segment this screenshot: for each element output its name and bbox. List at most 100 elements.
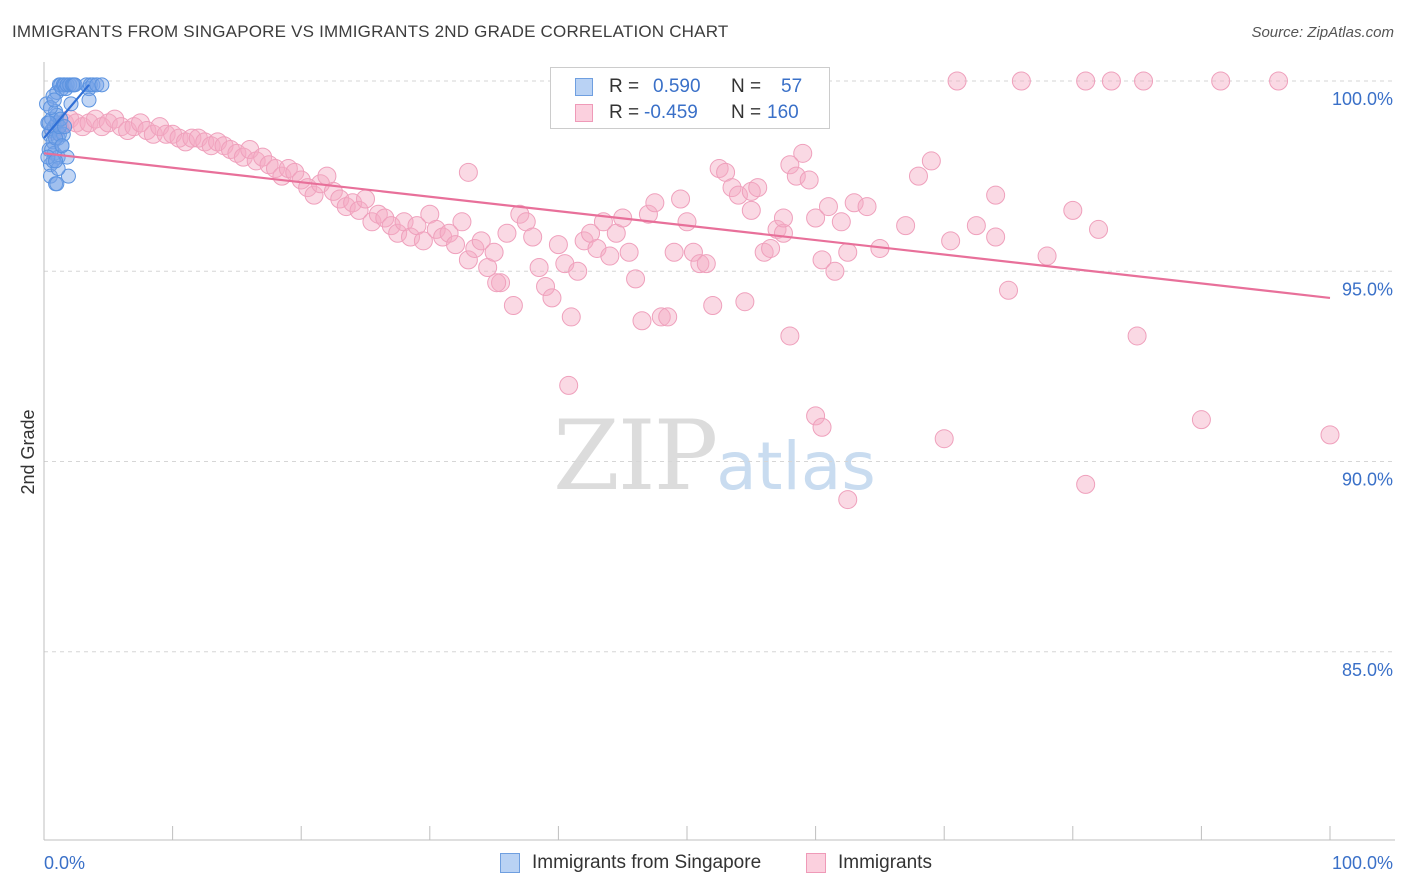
immigrants-point [1076,474,1096,494]
legend-r-value: 0.590 [653,76,701,97]
immigrants-point [722,178,742,198]
immigrants-point [1211,71,1231,91]
immigrants-point [1134,71,1154,91]
immigrants-point [503,296,523,316]
immigrants-point [548,235,568,255]
immigrants-point [818,197,838,217]
immigrants-point [780,155,800,175]
immigrants-point [233,147,253,167]
immigrants-point [735,292,755,312]
legend-n-value: 160 [767,102,799,123]
immigrants-point [799,170,819,190]
immigrants-point [690,254,710,274]
immigrants-point [812,417,832,437]
immigrants-point [1191,410,1211,430]
immigrants-point [619,242,639,262]
singapore-point [94,77,110,93]
y-tick-label: 95.0% [1342,279,1393,299]
immigrants-point [484,242,504,262]
x-tick-label: 0.0% [44,853,85,873]
bottom-legend-label-singapore: Immigrants from Singapore [532,852,762,873]
immigrants-point [986,185,1006,205]
singapore-point [55,126,71,142]
immigrants-point [773,208,793,228]
immigrants-point [1063,200,1083,220]
immigrants-point [626,269,646,289]
immigrants-point [304,185,324,205]
legend-n-label: N = [731,76,762,97]
watermark-zip: ZIP [553,400,718,512]
immigrants-point [426,219,446,239]
immigrants-point [806,406,826,426]
immigrants-point [806,208,826,228]
bottom-legend-immigrants: Immigrants [806,851,956,877]
immigrants-point [446,235,466,255]
immigrants-point [986,227,1006,247]
immigrants-point [156,124,176,144]
immigrants-point [1089,219,1109,239]
immigrants-point [253,147,273,167]
legend-r-label: R = [609,102,640,123]
immigrants-point [458,250,478,270]
immigrants-point [947,71,967,91]
immigrants-point [677,212,697,232]
immigrants-point [510,204,530,224]
immigrants-point [966,216,986,236]
bottom-legend-label-immigrants: Immigrants [838,852,932,873]
y-axis-label: 2nd Grade [18,409,38,494]
singapore-point [42,100,58,116]
immigrants-point [465,238,485,258]
immigrants-point [696,254,716,274]
immigrants-point [645,193,665,213]
immigrants-point [632,311,652,331]
immigrants-point [780,326,800,346]
immigrants-point [356,189,375,209]
immigrants-point [375,208,395,228]
immigrants-point [651,307,671,327]
source-label: Source: ZipAtlas.com [1251,24,1394,41]
immigrants-point [793,143,813,163]
singapore-point [42,168,58,184]
bottom-legend-singapore: Immigrants from Singapore [500,851,780,877]
singapore-point [48,130,64,146]
immigrants-point [439,223,459,243]
legend-swatch-immigrants [575,104,593,122]
immigrants-point [838,490,858,510]
immigrants-trend-line [43,152,1331,300]
immigrants-point [664,242,684,262]
immigrants-point [381,216,401,236]
immigrants-point [542,288,562,308]
immigrants-point [471,231,491,251]
immigrants-point [741,200,761,220]
immigrants-point [1037,246,1057,266]
immigrants-point [941,231,961,251]
immigrants-point [536,276,556,296]
immigrants-point [825,261,845,281]
immigrants-point [921,151,941,171]
immigrants-point [761,238,781,258]
immigrants-point [934,429,954,449]
legend-n-label: N = [731,102,762,123]
legend-swatch-singapore [575,78,593,96]
watermark: ZIPatlas [553,400,876,512]
legend-r-label: R = [609,76,640,97]
immigrants-point [703,296,723,316]
immigrants-point [1101,71,1121,91]
immigrants-point [600,246,620,266]
immigrants-point [728,185,748,205]
immigrants-point [362,212,382,232]
singapore-trend-line [43,84,90,139]
immigrants-point [182,128,202,148]
immigrants-point [1076,71,1096,91]
y-tick-label: 90.0% [1342,470,1393,490]
immigrants-point [786,166,806,186]
watermark-atlas: atlas [716,428,876,505]
immigrants-point [568,261,588,281]
immigrants-point [349,200,369,220]
immigrants-point [812,250,832,270]
bottom-legend-swatch-singapore [500,853,520,873]
immigrants-point [638,204,658,224]
immigrants-point [999,280,1018,300]
immigrants-point [130,113,150,133]
y-tick-label: 100.0% [1332,89,1393,109]
